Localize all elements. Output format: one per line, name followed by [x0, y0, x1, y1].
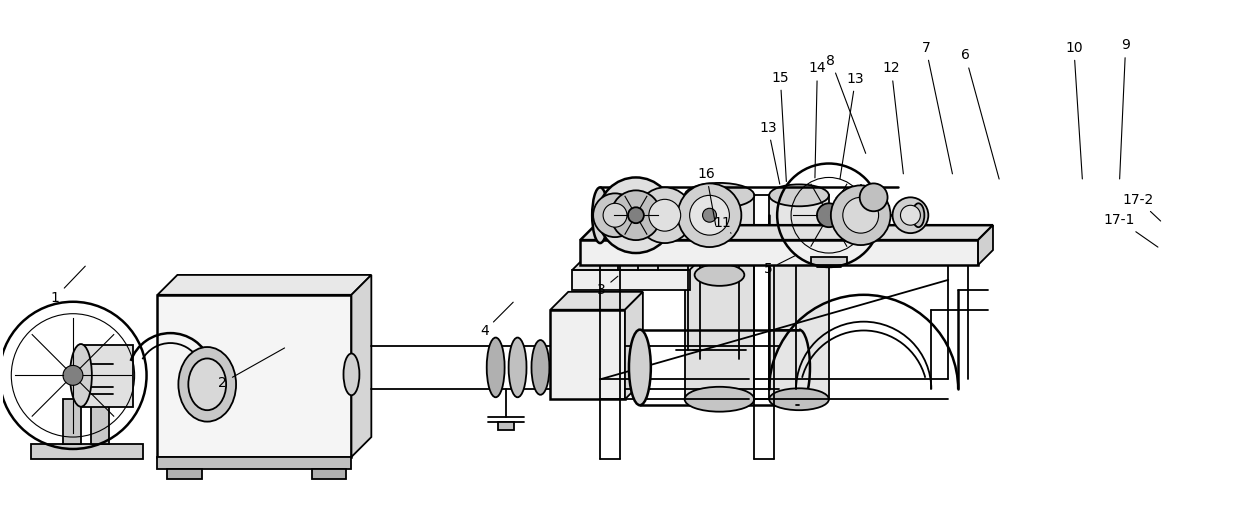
Polygon shape: [580, 225, 993, 240]
Bar: [63, 399, 81, 444]
Text: 1: 1: [51, 266, 86, 305]
Ellipse shape: [684, 183, 754, 208]
Bar: [497, 422, 513, 430]
Bar: [684, 195, 754, 399]
Ellipse shape: [188, 358, 226, 410]
Bar: [769, 195, 828, 399]
Ellipse shape: [532, 340, 549, 395]
Text: 13: 13: [839, 71, 864, 179]
Polygon shape: [157, 275, 371, 295]
Polygon shape: [551, 292, 642, 310]
Text: 17-2: 17-2: [1122, 193, 1161, 221]
Text: 3: 3: [598, 276, 618, 297]
Ellipse shape: [913, 203, 924, 227]
Text: 8: 8: [827, 54, 866, 153]
Ellipse shape: [684, 387, 754, 412]
Ellipse shape: [179, 347, 236, 422]
Circle shape: [603, 203, 627, 227]
Text: 10: 10: [1065, 41, 1083, 179]
Ellipse shape: [629, 329, 651, 405]
Circle shape: [649, 199, 681, 231]
Circle shape: [63, 365, 83, 385]
Polygon shape: [625, 292, 642, 399]
Circle shape: [593, 193, 637, 237]
Polygon shape: [157, 295, 351, 457]
Text: 15: 15: [771, 70, 789, 181]
Text: 4: 4: [480, 302, 513, 338]
Text: 12: 12: [883, 61, 904, 174]
Polygon shape: [572, 270, 689, 290]
Bar: [811, 257, 847, 265]
Circle shape: [678, 183, 742, 247]
Circle shape: [859, 183, 888, 211]
Circle shape: [893, 197, 929, 233]
Ellipse shape: [593, 188, 608, 243]
Polygon shape: [311, 469, 346, 479]
Text: 5: 5: [764, 255, 796, 276]
Text: 13: 13: [759, 121, 780, 184]
Circle shape: [703, 208, 717, 222]
Circle shape: [843, 197, 879, 233]
Text: 17-1: 17-1: [1104, 213, 1158, 247]
Text: 7: 7: [921, 41, 952, 174]
Text: 16: 16: [697, 167, 715, 225]
Ellipse shape: [69, 344, 92, 407]
Circle shape: [637, 188, 693, 243]
Ellipse shape: [769, 184, 828, 206]
Polygon shape: [31, 444, 143, 459]
Circle shape: [598, 178, 673, 253]
Polygon shape: [351, 275, 371, 457]
Polygon shape: [572, 260, 699, 270]
Ellipse shape: [487, 338, 505, 397]
Polygon shape: [81, 344, 133, 407]
Bar: [91, 399, 109, 444]
Ellipse shape: [508, 338, 527, 397]
Text: 9: 9: [1120, 38, 1130, 179]
Ellipse shape: [343, 353, 360, 395]
Text: 14: 14: [808, 61, 826, 178]
Text: 11: 11: [713, 216, 732, 233]
Circle shape: [831, 185, 890, 245]
Ellipse shape: [694, 264, 744, 286]
Ellipse shape: [769, 388, 828, 410]
Circle shape: [689, 195, 729, 235]
Text: 2: 2: [218, 348, 284, 390]
Polygon shape: [978, 225, 993, 265]
Polygon shape: [157, 457, 351, 469]
Text: 6: 6: [961, 49, 999, 179]
Polygon shape: [580, 240, 978, 265]
Polygon shape: [551, 310, 625, 399]
Polygon shape: [167, 469, 202, 479]
Circle shape: [627, 207, 644, 223]
Circle shape: [817, 203, 841, 227]
Circle shape: [611, 191, 661, 240]
Circle shape: [900, 205, 920, 225]
